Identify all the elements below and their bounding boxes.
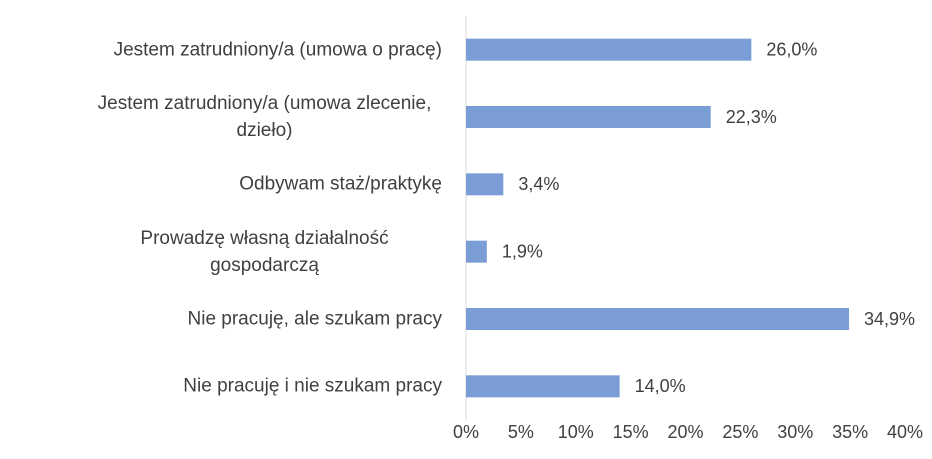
bar [466,308,850,330]
x-tick-label: 20% [667,422,703,442]
x-tick-label: 0% [453,422,479,442]
x-tick-label: 15% [613,422,649,442]
bar [466,38,752,61]
x-tick-label: 40% [887,422,923,442]
value-label: 1,9% [502,241,543,261]
value-label: 26,0% [766,39,817,59]
x-tick-label: 30% [777,422,813,442]
x-tick-label: 25% [722,422,758,442]
x-tick-label: 10% [558,422,594,442]
x-tick-label: 5% [508,422,534,442]
y-tick-label: Odbywam staż/praktykę [239,173,442,195]
y-tick-label: Prowadzę własną działalność gospodarczą [140,227,389,276]
x-tick-label: 35% [832,422,868,442]
y-tick-label: Nie pracuję i nie szukam pracy [183,375,442,397]
y-tick-label: Jestem zatrudniony/a (umowa zlecenie, dz… [97,93,432,141]
value-label: 14,0% [635,376,686,396]
bar [466,240,487,263]
value-label: 34,9% [864,309,915,329]
bar [466,173,504,196]
value-label: 22,3% [726,107,777,127]
y-tick-label: Nie pracuję, ale szukam pracy [187,308,443,330]
bar [466,375,620,398]
bar [466,106,711,128]
y-tick-label: Jestem zatrudniony/a (umowa o pracę) [113,39,442,61]
value-label: 3,4% [518,174,559,194]
